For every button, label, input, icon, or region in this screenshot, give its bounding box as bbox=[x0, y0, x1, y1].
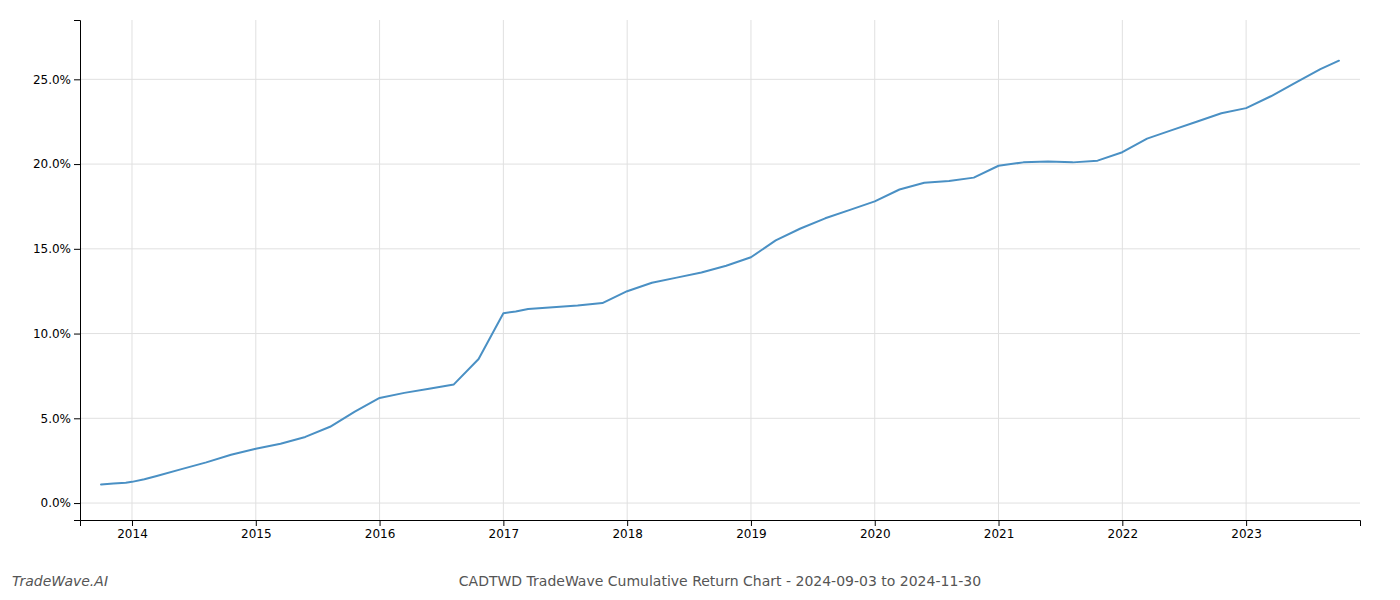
x-tick-mark bbox=[1246, 520, 1247, 526]
x-tick-mark bbox=[1122, 520, 1123, 526]
x-tick: 2016 bbox=[365, 520, 396, 541]
x-axis: 2014 2015 2016 2017 2018 2019 2020 2021 2022 2023 bbox=[81, 520, 1361, 541]
x-tick: 2018 bbox=[612, 520, 643, 541]
x-tick: 2014 bbox=[117, 520, 148, 541]
marks bbox=[101, 61, 1339, 485]
y-grid-line bbox=[80, 164, 1360, 165]
x-tick-mark bbox=[256, 520, 257, 526]
title: CADTWD TradeWave Cumulative Return Chart… bbox=[459, 573, 981, 589]
y-tick: 15.0% bbox=[33, 242, 80, 256]
x-grid-line bbox=[131, 20, 132, 520]
x-tick-mark bbox=[132, 520, 133, 526]
x-grid-line bbox=[503, 20, 504, 520]
y-tick-label: 20.0% bbox=[33, 157, 71, 171]
y-grid-line bbox=[80, 333, 1360, 334]
x-grid-line bbox=[750, 20, 751, 520]
x-tick: 2022 bbox=[1108, 520, 1139, 541]
y-grid-line bbox=[80, 248, 1360, 249]
y-grid-line bbox=[80, 503, 1360, 504]
x-tick-label: 2016 bbox=[365, 527, 396, 541]
x-tick-mark bbox=[999, 520, 1000, 526]
grid bbox=[80, 20, 1360, 520]
y-tick: 5.0% bbox=[41, 412, 81, 426]
x-tick-label: 2020 bbox=[860, 527, 891, 541]
y-grid-line bbox=[80, 418, 1360, 419]
x-tick: 2019 bbox=[736, 520, 767, 541]
x-tick-mark bbox=[875, 520, 876, 526]
x-tick: 2023 bbox=[1231, 520, 1262, 541]
x-tick-mark bbox=[627, 520, 628, 526]
y-tick-mark bbox=[74, 249, 80, 250]
x-tick: 2015 bbox=[241, 520, 272, 541]
y-tick-mark bbox=[74, 334, 80, 335]
x-grid-line bbox=[627, 20, 628, 520]
y-tick-label: 5.0% bbox=[41, 412, 72, 426]
x-tick-label: 2017 bbox=[489, 527, 520, 541]
y-tick-label: 10.0% bbox=[33, 327, 71, 341]
x-grid-line bbox=[874, 20, 875, 520]
y-tick-label: 15.0% bbox=[33, 242, 71, 256]
x-tick-label: 2015 bbox=[241, 527, 272, 541]
y-tick-label: 0.0% bbox=[41, 496, 72, 510]
x-grid-line bbox=[255, 20, 256, 520]
watermark: TradeWave.AI bbox=[12, 573, 108, 589]
x-grid-line bbox=[1122, 20, 1123, 520]
y-tick: 20.0% bbox=[33, 157, 80, 171]
y-tick-mark bbox=[74, 164, 80, 165]
x-axis-line bbox=[81, 521, 1361, 527]
y-tick: 10.0% bbox=[33, 327, 80, 341]
y-axis: 0.0% 5.0% 10.0% 15.0% 20.0% 25.0% bbox=[33, 21, 81, 521]
x-tick: 2021 bbox=[984, 520, 1015, 541]
y-grid-line bbox=[80, 79, 1360, 80]
y-axis-line bbox=[74, 21, 81, 521]
x-tick: 2017 bbox=[489, 520, 520, 541]
chart: 2014 2015 2016 2017 2018 2019 2020 2021 2022 2023… bbox=[0, 0, 1400, 600]
y-tick-mark bbox=[74, 79, 80, 80]
x-tick-label: 2014 bbox=[117, 527, 148, 541]
x-grid-line bbox=[1246, 20, 1247, 520]
x-tick-mark bbox=[503, 520, 504, 526]
x-tick-mark bbox=[751, 520, 752, 526]
line bbox=[101, 61, 1339, 485]
plot-area: 2014 2015 2016 2017 2018 2019 2020 2021 2022 2023… bbox=[33, 20, 1361, 541]
x-tick-label: 2022 bbox=[1108, 527, 1139, 541]
y-tick: 0.0% bbox=[41, 496, 81, 510]
x-tick-label: 2023 bbox=[1231, 527, 1262, 541]
x-grid-line bbox=[379, 20, 380, 520]
y-tick-mark bbox=[74, 418, 80, 419]
x-tick-label: 2021 bbox=[984, 527, 1015, 541]
x-grid-line bbox=[998, 20, 999, 520]
x-tick-mark bbox=[380, 520, 381, 526]
y-tick-label: 25.0% bbox=[33, 73, 71, 87]
x-tick-label: 2018 bbox=[612, 527, 643, 541]
y-tick-mark bbox=[74, 503, 80, 504]
y-tick: 25.0% bbox=[33, 73, 80, 87]
x-tick: 2020 bbox=[860, 520, 891, 541]
x-tick-label: 2019 bbox=[736, 527, 767, 541]
